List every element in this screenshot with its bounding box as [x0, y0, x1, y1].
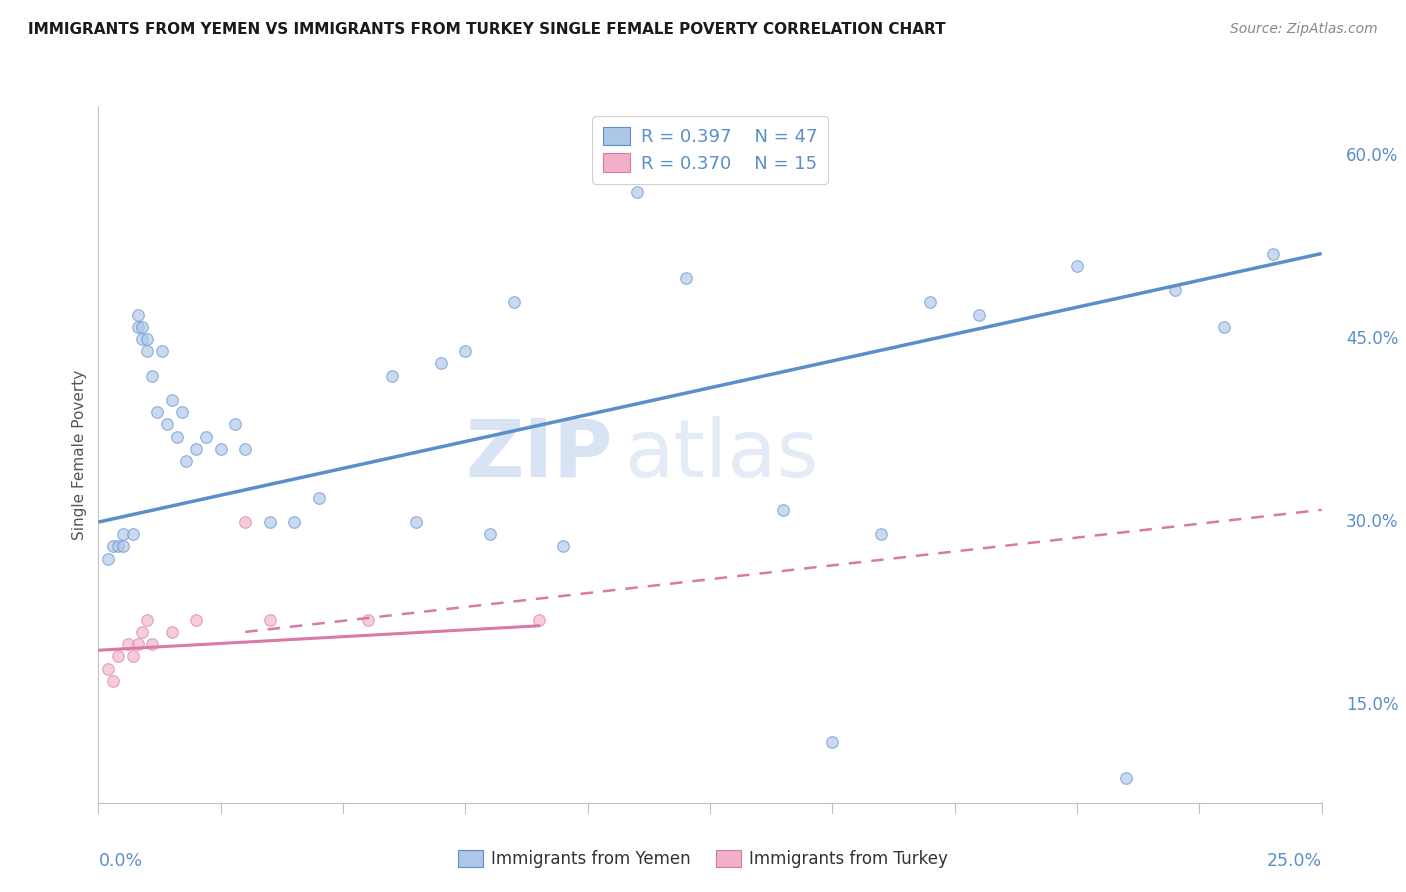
Text: 15.0%: 15.0% — [1346, 696, 1399, 714]
Point — [186, 442, 208, 456]
Point — [127, 637, 149, 651]
Point — [141, 637, 163, 651]
Text: 30.0%: 30.0% — [1346, 513, 1399, 531]
Point — [160, 392, 183, 407]
Point — [97, 661, 120, 675]
Point — [233, 442, 256, 456]
Point — [626, 186, 648, 200]
Point — [195, 429, 218, 443]
Point — [186, 613, 208, 627]
Point — [772, 503, 794, 517]
Point — [131, 624, 153, 639]
Point — [136, 344, 159, 359]
Point — [141, 368, 163, 383]
Point — [224, 417, 246, 432]
Point — [283, 515, 305, 529]
Point — [107, 540, 129, 554]
Point — [111, 527, 134, 541]
Point — [1164, 283, 1187, 297]
Point — [131, 332, 153, 346]
Point — [121, 649, 143, 664]
Point — [259, 613, 281, 627]
Text: IMMIGRANTS FROM YEMEN VS IMMIGRANTS FROM TURKEY SINGLE FEMALE POVERTY CORRELATIO: IMMIGRANTS FROM YEMEN VS IMMIGRANTS FROM… — [28, 22, 946, 37]
Point — [209, 442, 232, 456]
Point — [127, 308, 149, 322]
Point — [111, 540, 134, 554]
Point — [150, 344, 173, 359]
Point — [136, 613, 159, 627]
Point — [454, 344, 477, 359]
Text: ZIP: ZIP — [465, 416, 612, 494]
Point — [308, 491, 330, 505]
Text: 0.0%: 0.0% — [98, 852, 142, 870]
Point — [870, 527, 893, 541]
Point — [101, 540, 124, 554]
Point — [160, 624, 183, 639]
Point — [176, 454, 198, 468]
Point — [146, 405, 169, 419]
Point — [117, 637, 139, 651]
Point — [1261, 246, 1284, 260]
Point — [356, 613, 378, 627]
Point — [233, 515, 256, 529]
Point — [131, 319, 153, 334]
Y-axis label: Single Female Poverty: Single Female Poverty — [72, 370, 87, 540]
Legend: R = 0.397    N = 47, R = 0.370    N = 15: R = 0.397 N = 47, R = 0.370 N = 15 — [592, 116, 828, 184]
Point — [920, 295, 942, 310]
Text: 25.0%: 25.0% — [1267, 852, 1322, 870]
Text: Source: ZipAtlas.com: Source: ZipAtlas.com — [1230, 22, 1378, 37]
Point — [675, 271, 697, 285]
Point — [170, 405, 193, 419]
Point — [1212, 319, 1234, 334]
Point — [166, 429, 188, 443]
Point — [97, 551, 120, 566]
Point — [121, 527, 143, 541]
Point — [478, 527, 501, 541]
Point — [503, 295, 526, 310]
Text: 45.0%: 45.0% — [1346, 330, 1399, 348]
Point — [259, 515, 281, 529]
Point — [553, 540, 575, 554]
Point — [1066, 259, 1088, 273]
Text: atlas: atlas — [624, 416, 818, 494]
Point — [430, 356, 453, 370]
Point — [101, 673, 124, 688]
Point — [821, 735, 844, 749]
Text: 60.0%: 60.0% — [1346, 147, 1399, 165]
Point — [156, 417, 179, 432]
Point — [527, 613, 550, 627]
Point — [967, 308, 990, 322]
Point — [136, 332, 159, 346]
Point — [405, 515, 427, 529]
Point — [381, 368, 404, 383]
Legend: Immigrants from Yemen, Immigrants from Turkey: Immigrants from Yemen, Immigrants from T… — [451, 843, 955, 875]
Point — [127, 319, 149, 334]
Point — [1115, 772, 1137, 786]
Point — [107, 649, 129, 664]
